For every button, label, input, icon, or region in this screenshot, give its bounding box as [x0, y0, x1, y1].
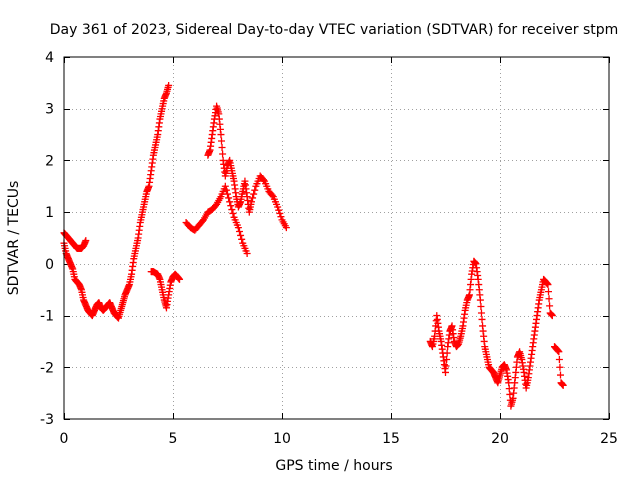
x-tick-label: 20 — [491, 431, 509, 447]
data-point — [544, 281, 552, 289]
y-tick-label: -2 — [40, 360, 54, 376]
data-point — [442, 368, 449, 376]
y-tick-label: 1 — [45, 205, 54, 221]
data-point — [176, 275, 184, 283]
data-point — [219, 150, 227, 158]
data-point — [237, 231, 245, 239]
data-point — [274, 203, 282, 211]
data-point — [477, 303, 485, 311]
data-point — [221, 182, 229, 190]
data-point — [226, 198, 234, 206]
y-tick-label: -1 — [40, 309, 54, 325]
data-point — [229, 209, 237, 217]
data-point — [276, 209, 284, 217]
x-axis-label: GPS time / hours — [275, 458, 392, 474]
data-point — [247, 198, 255, 206]
data-point — [217, 131, 225, 139]
x-tick-label: 0 — [60, 431, 69, 447]
data-point — [277, 213, 285, 221]
data-point — [234, 224, 242, 232]
data-point — [545, 288, 553, 296]
data-point — [227, 202, 235, 210]
data-point — [476, 296, 484, 304]
data-point — [225, 194, 233, 202]
axis-ticks: 0 5 10 15 20 25 -3 -2 -1 0 1 2 3 4 — [40, 50, 618, 447]
grid — [64, 57, 609, 419]
data-point — [228, 206, 236, 214]
x-tick-label: 15 — [382, 431, 400, 447]
data-point — [250, 190, 258, 198]
data-point — [238, 235, 246, 243]
data-point — [222, 186, 230, 194]
data-point — [545, 295, 553, 303]
data-point — [259, 176, 267, 184]
y-tick-label: 4 — [45, 50, 54, 66]
data-point — [282, 224, 290, 232]
data-point — [556, 371, 564, 379]
data-point — [443, 356, 451, 364]
plot-frame — [63, 56, 610, 420]
data-point — [82, 237, 90, 245]
data-point — [443, 349, 451, 357]
data-point — [555, 348, 563, 356]
data-markers — [60, 81, 567, 410]
data-point — [478, 315, 486, 323]
data-point — [275, 206, 283, 214]
data-point — [235, 228, 243, 236]
data-point — [477, 309, 485, 317]
data-point — [218, 144, 226, 151]
data-point — [559, 381, 567, 389]
x-tick-label: 5 — [169, 431, 178, 447]
data-point — [548, 312, 556, 320]
data-point — [224, 190, 231, 198]
y-axis-label: SDTVAR / TECUs — [6, 181, 22, 296]
x-tick-label: 25 — [600, 431, 618, 447]
data-point — [249, 194, 257, 202]
y-tick-label: 2 — [45, 153, 54, 169]
x-tick-label: 10 — [273, 431, 291, 447]
chart-title: Day 361 of 2023, Sidereal Day-to-day VTE… — [50, 22, 619, 38]
data-point — [546, 302, 554, 310]
data-point — [268, 191, 276, 199]
data-point — [218, 137, 226, 145]
data-point — [251, 186, 259, 194]
y-tick-label: 3 — [45, 102, 54, 118]
y-tick-label: 0 — [45, 257, 54, 273]
data-point — [556, 363, 564, 371]
y-tick-label: -3 — [40, 412, 54, 428]
data-point — [243, 250, 251, 258]
data-point — [442, 362, 450, 370]
data-point — [555, 356, 563, 364]
data-point — [165, 81, 173, 89]
